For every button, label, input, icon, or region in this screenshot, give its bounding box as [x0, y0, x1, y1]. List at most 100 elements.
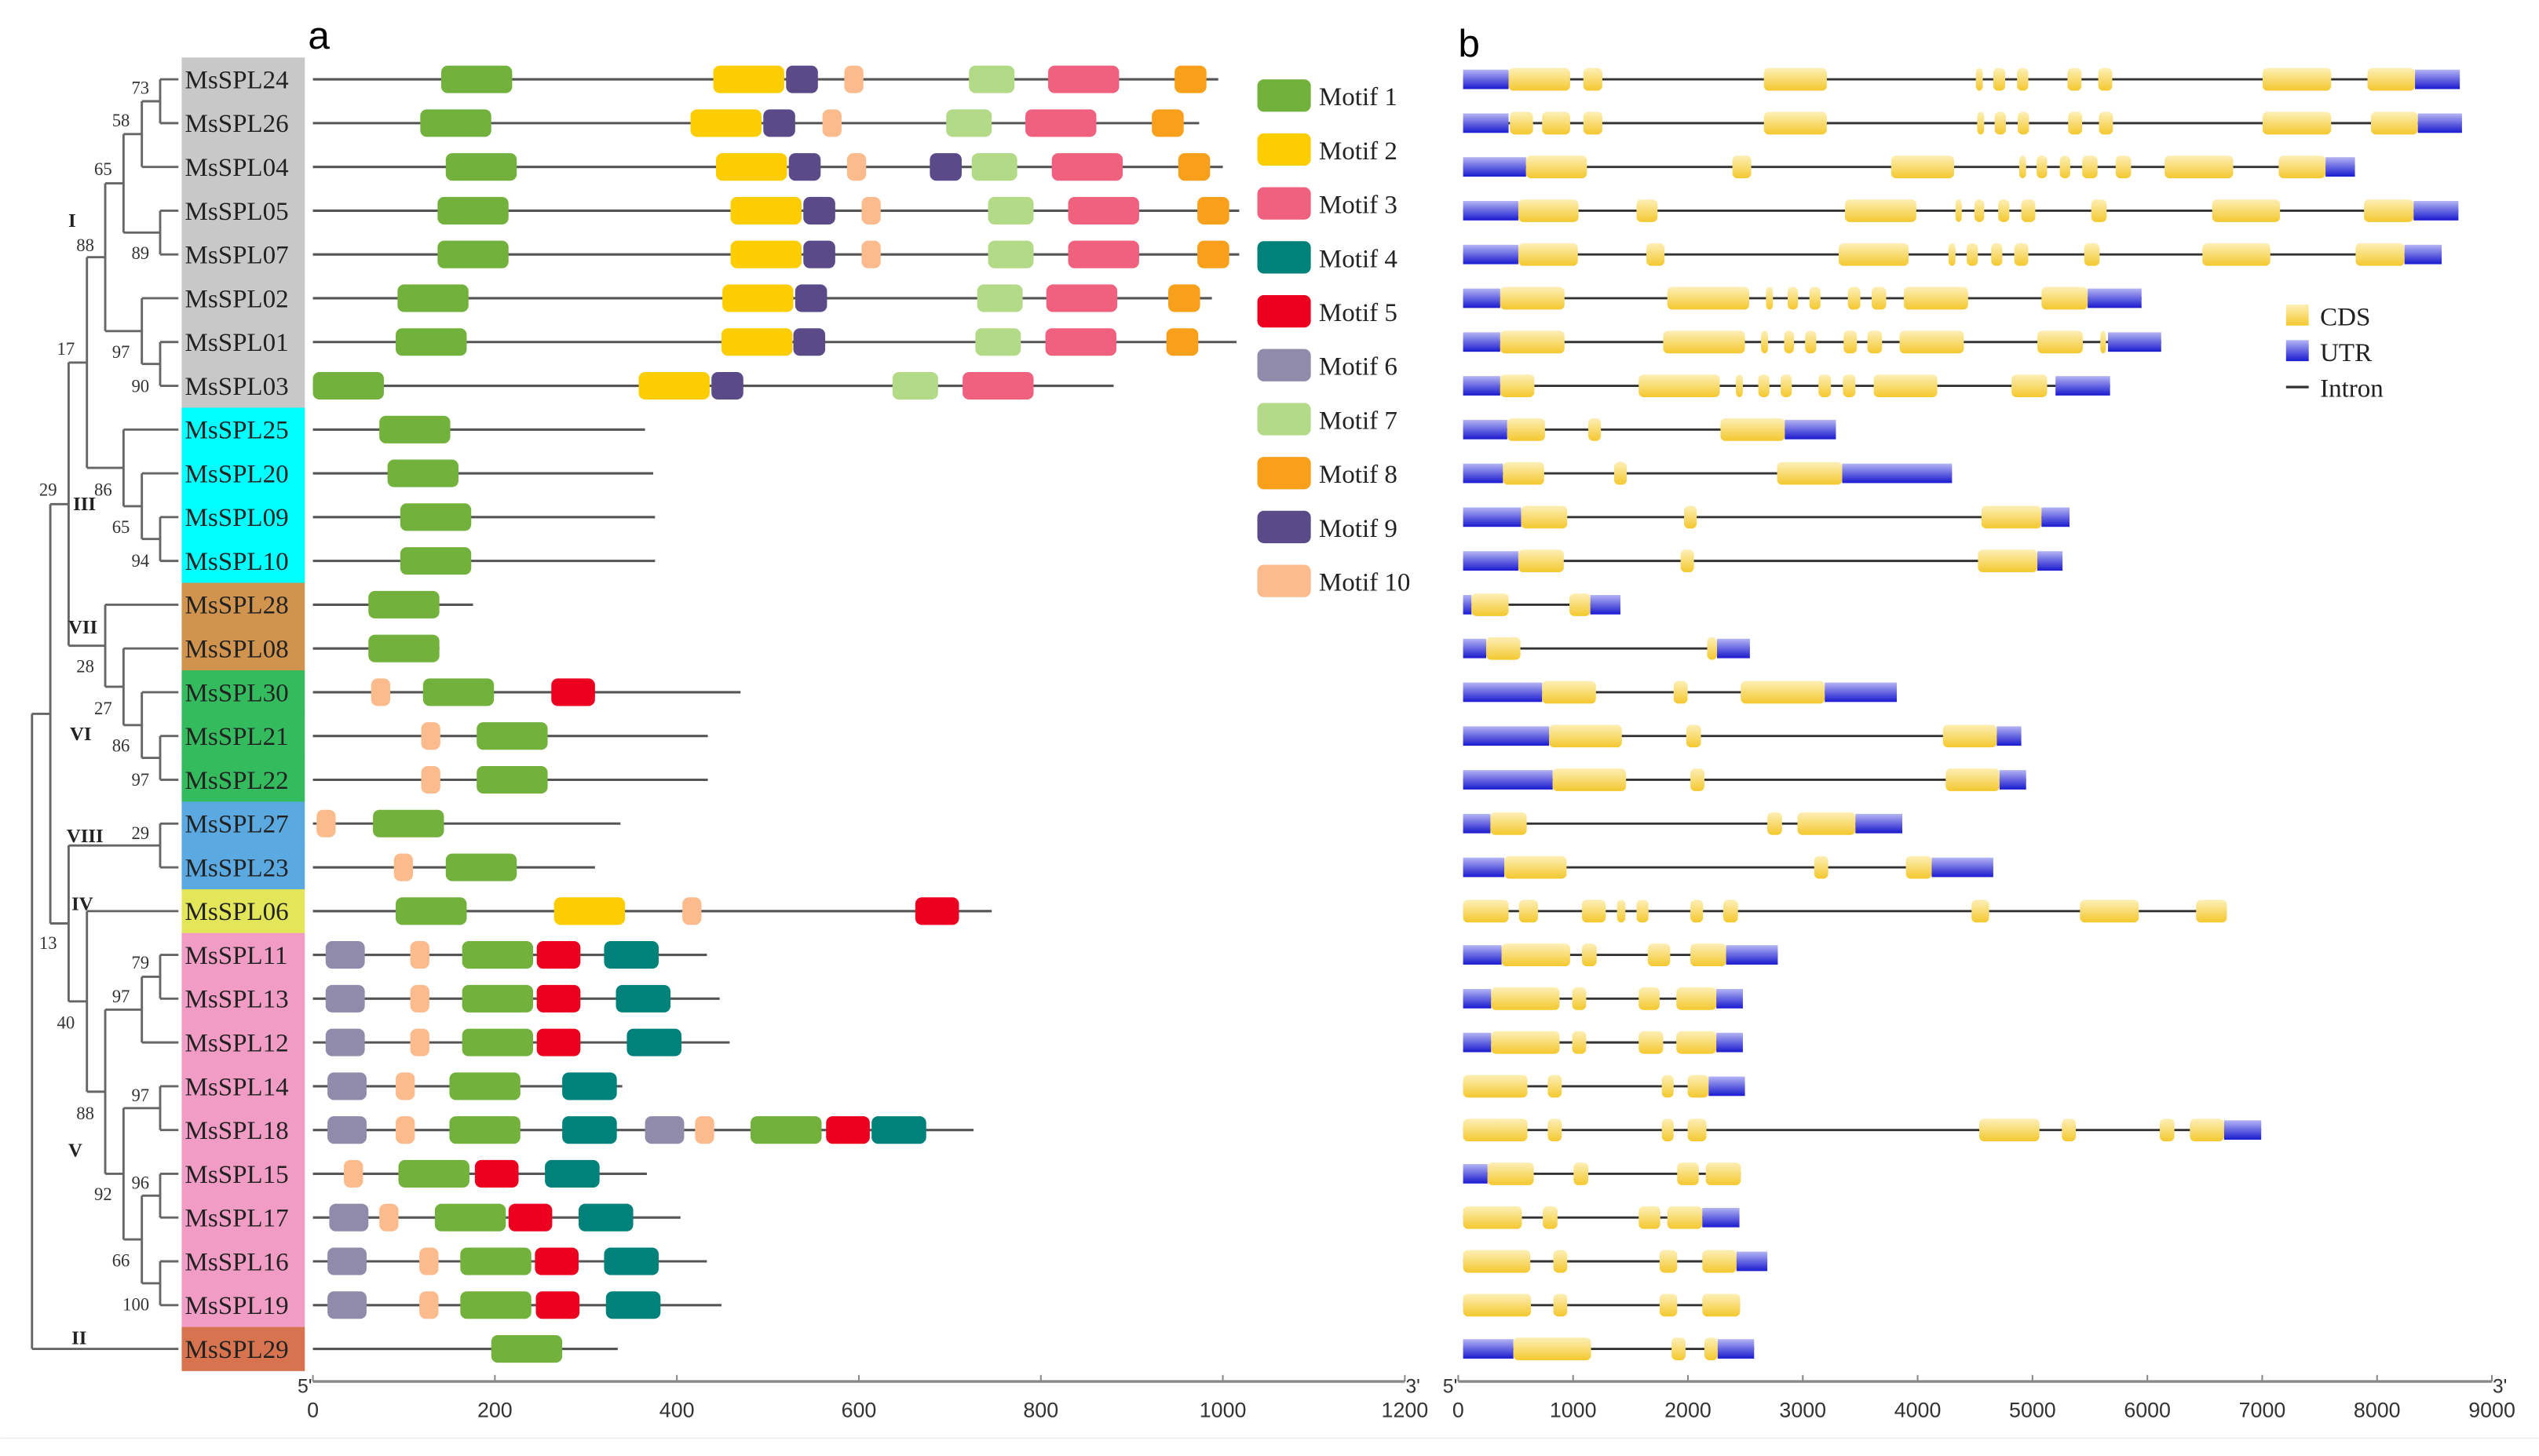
- axis-tick-label: 800: [1023, 1398, 1058, 1421]
- motif-10-box: [822, 109, 842, 137]
- cds-exon: [1513, 1337, 1591, 1360]
- axis-tick-label: 600: [842, 1398, 877, 1421]
- motif-10-box: [421, 722, 440, 750]
- motif-10-box: [396, 1116, 415, 1144]
- utr-block: [1463, 988, 1492, 1009]
- gene-group-highlight: [181, 188, 305, 233]
- cds-exon: [1491, 1031, 1560, 1054]
- gene-name: MsSPL20: [185, 460, 289, 488]
- motif-2-box: [730, 240, 802, 268]
- motif-legend-swatch: [1257, 187, 1311, 220]
- axis-tick-label: 0: [1452, 1398, 1464, 1421]
- motif-2-box: [638, 371, 710, 400]
- motif-6-box: [327, 1291, 367, 1319]
- utr-block: [2417, 113, 2462, 133]
- cds-exon: [2018, 155, 2026, 179]
- cds-exon: [1583, 68, 1602, 91]
- motif-6-box: [325, 1028, 365, 1056]
- cds-exon: [2364, 199, 2414, 222]
- cds-exon: [1510, 111, 1533, 135]
- motif-1-box: [440, 65, 513, 93]
- motif-1-box: [460, 1247, 532, 1275]
- utr-block: [1717, 638, 1750, 659]
- motif-1-box: [462, 984, 534, 1013]
- motif-10-box: [682, 897, 702, 925]
- utr-block: [1716, 1032, 1743, 1053]
- cds-exon: [1818, 374, 1832, 397]
- cds-exon: [1463, 1294, 1532, 1317]
- cds-exon: [1684, 505, 1697, 529]
- motif-legend-label: Motif 3: [1319, 192, 1397, 220]
- gene-name: MsSPL11: [185, 942, 288, 970]
- axis-tick-label: 1200: [1382, 1398, 1429, 1421]
- utr-block: [1463, 157, 1526, 177]
- cds-exon: [1784, 330, 1795, 354]
- motif-1-box: [445, 853, 517, 881]
- cds-exon: [2212, 199, 2281, 222]
- utr-block: [1931, 857, 1993, 878]
- utr-block: [1463, 1032, 1492, 1053]
- motif-legend-label: Motif 6: [1319, 353, 1397, 381]
- motif-9-box: [763, 109, 795, 137]
- cds-exon: [1677, 1162, 1699, 1185]
- group-label: VII: [68, 617, 97, 638]
- cds-exon: [1788, 286, 1799, 310]
- motif-1-box: [445, 153, 517, 181]
- cds-exon: [1553, 1250, 1568, 1273]
- motif-legend-label: Motif 8: [1319, 461, 1397, 489]
- cds-exon: [1583, 111, 1602, 135]
- gene-group-highlight: [181, 889, 305, 934]
- cds-exon: [1661, 1075, 1674, 1098]
- cds-exon: [1707, 637, 1718, 660]
- motif-1-box: [449, 1116, 521, 1144]
- cds-exon: [1948, 243, 1956, 266]
- motif-4-box: [627, 1028, 681, 1056]
- motif-9-box: [711, 371, 743, 400]
- cds-exon: [1843, 330, 1858, 354]
- motif-5-box: [536, 984, 581, 1013]
- cds-exon: [1979, 1118, 2040, 1142]
- utr-block: [1590, 595, 1621, 615]
- gene-name: MsSPL08: [185, 636, 289, 664]
- cds-exon: [1518, 243, 1578, 266]
- motif-7-box: [988, 240, 1034, 268]
- motif-1-box: [437, 240, 509, 268]
- gene-name: MsSPL06: [185, 898, 289, 926]
- motif-8-box: [1168, 284, 1200, 312]
- cds-exon: [1814, 856, 1828, 879]
- gene-structures: [1463, 68, 2462, 1360]
- gene-name: MsSPL14: [185, 1073, 289, 1101]
- motif-9-box: [788, 153, 821, 181]
- utr-block: [2088, 288, 2142, 308]
- gene-group-highlight: [181, 232, 305, 277]
- utr-block: [1726, 945, 1778, 965]
- cds-exon: [1503, 462, 1544, 485]
- utr-block: [1708, 1076, 1745, 1097]
- cds-exon: [2067, 68, 2082, 91]
- motif-legend-swatch: [1257, 510, 1311, 544]
- gene-group-highlight: [181, 1020, 305, 1065]
- gene-name: MsSPL24: [185, 66, 289, 94]
- motif-legend-swatch: [1257, 348, 1311, 381]
- cds-exon: [1521, 505, 1568, 529]
- motif-8-box: [1152, 109, 1184, 137]
- gene-group-highlight: [181, 801, 305, 846]
- gene-name: MsSPL22: [185, 767, 289, 795]
- cds-exon: [1891, 155, 1954, 179]
- axis-tick-label: 3000: [1779, 1398, 1826, 1421]
- motif-5-box: [508, 1203, 553, 1232]
- cds-exon: [1732, 155, 1752, 179]
- gene-name: MsSPL18: [185, 1117, 289, 1145]
- axis-tick-label: 1000: [1550, 1398, 1597, 1421]
- gene-group-highlight: [181, 1064, 305, 1109]
- gene-name: MsSPL02: [185, 285, 289, 313]
- utr-block: [1463, 682, 1543, 702]
- cds-exon: [2017, 68, 2029, 91]
- motif-1-box: [437, 196, 509, 224]
- cds-exon: [1805, 330, 1817, 354]
- motif-5-box: [915, 897, 959, 925]
- gene-group-highlight: [181, 144, 305, 189]
- motif-legend-swatch: [1257, 241, 1311, 274]
- motif-1-box: [368, 634, 440, 662]
